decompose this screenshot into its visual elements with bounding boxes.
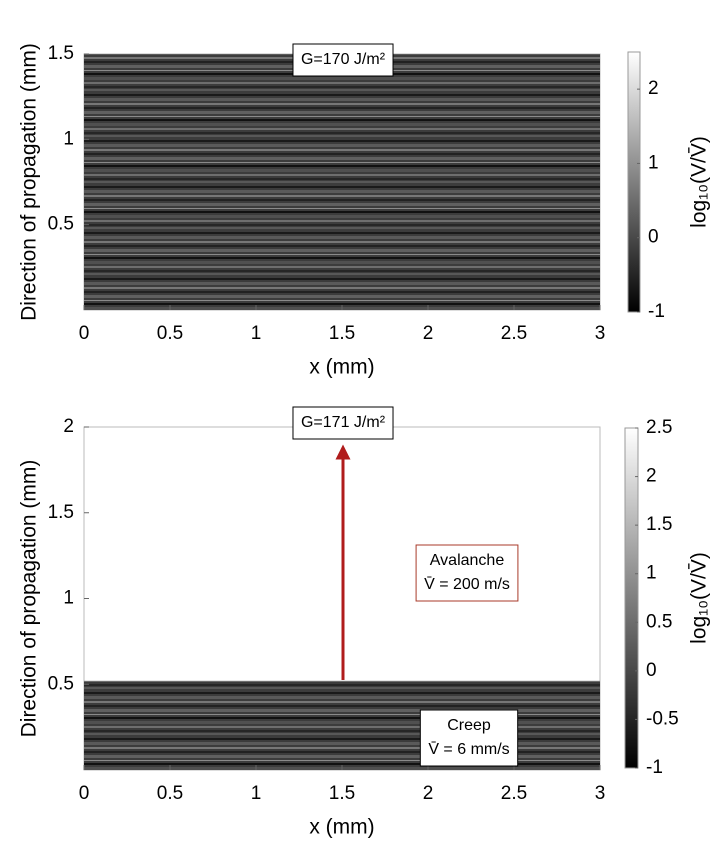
colorbar-tick-label: 1 [648, 152, 659, 173]
x-axis-label: x (mm) [309, 356, 374, 379]
colorbar-tick-label: 1.5 [646, 514, 672, 535]
annotation: Creep V̄ = 6 mm/s [419, 709, 519, 767]
y-tick-label: 0.5 [48, 673, 74, 694]
y-tick-label: 1.5 [48, 502, 74, 523]
crack-map [84, 54, 600, 310]
x-tick-label: 0.5 [157, 323, 183, 344]
annotations: G=170 J/m² G=171 J/m² Avalanche V̄ = 200 m/… [292, 43, 519, 767]
colorbar [627, 51, 641, 313]
annotation-text: V̄ = 200 m/s [424, 576, 510, 593]
colorbar-label: log₁₀(V/V̄) [687, 136, 710, 228]
annotation: G=170 J/m² [292, 43, 394, 77]
annotation-box [292, 406, 394, 440]
x-tick-label: 0 [79, 783, 90, 804]
y-tick-label: 0.5 [48, 214, 74, 235]
x-tick-label: 1 [251, 323, 262, 344]
annotation-box [292, 43, 394, 77]
x-axis-label: x (mm) [309, 816, 374, 839]
annotation-text: G=170 J/m² [301, 51, 386, 68]
x-tick-label: 3 [595, 783, 606, 804]
colorbar-tick-label: -0.5 [646, 708, 679, 729]
colorbar [624, 427, 639, 769]
annotation-box [415, 544, 519, 602]
plots: 0 0.5 1 1.5 2 2.5 3 0.5 1 1.5 x (mm) Direction of p… [18, 43, 711, 839]
colorbar-tick-label: 0 [646, 660, 657, 681]
x-tick-label: 2 [423, 783, 434, 804]
x-tick-label: 0 [79, 323, 90, 344]
y-tick-label: 1.5 [48, 43, 74, 64]
x-tick-label: 2 [423, 323, 434, 344]
colorbar-tick-label: 2.5 [646, 417, 672, 438]
x-tick-label: 0.5 [157, 783, 183, 804]
colorbar-tick-label: 2 [646, 466, 657, 487]
annotation-text: V̄ = 6 mm/s [428, 741, 509, 758]
colorbar-label: log₁₀(V/V̄) [687, 552, 710, 644]
annotation-box [419, 709, 519, 767]
x-tick-label: 3 [595, 323, 606, 344]
x-tick-label: 1.5 [329, 323, 355, 344]
x-tick-label: 2.5 [501, 783, 527, 804]
y-axis-label: Direction of propagation (mm) [18, 460, 41, 738]
y-tick-label: 1 [63, 128, 74, 149]
annotation-text: Creep [447, 717, 491, 734]
colorbar-tick-label: -1 [646, 757, 663, 778]
crack-map [84, 680, 600, 770]
x-tick-label: 1 [251, 783, 262, 804]
colorbar-tick-label: -1 [648, 301, 665, 322]
y-tick-label: 1 [63, 588, 74, 609]
annotation-text: Avalanche [430, 552, 505, 569]
colorbar-tick-label: 0.5 [646, 611, 672, 632]
x-tick-label: 1.5 [329, 783, 355, 804]
colorbar-tick-label: 2 [648, 78, 659, 99]
annotation: Avalanche V̄ = 200 m/s [415, 544, 519, 602]
x-tick-label: 2.5 [501, 323, 527, 344]
colorbar-tick-label: 0 [648, 227, 659, 248]
y-axis-label: Direction of propagation (mm) [18, 43, 41, 321]
colorbar-tick-label: 1 [646, 563, 657, 584]
y-tick-label: 2 [63, 416, 74, 437]
annotation-text: G=171 J/m² [301, 414, 386, 431]
annotation: G=171 J/m² [292, 406, 394, 440]
